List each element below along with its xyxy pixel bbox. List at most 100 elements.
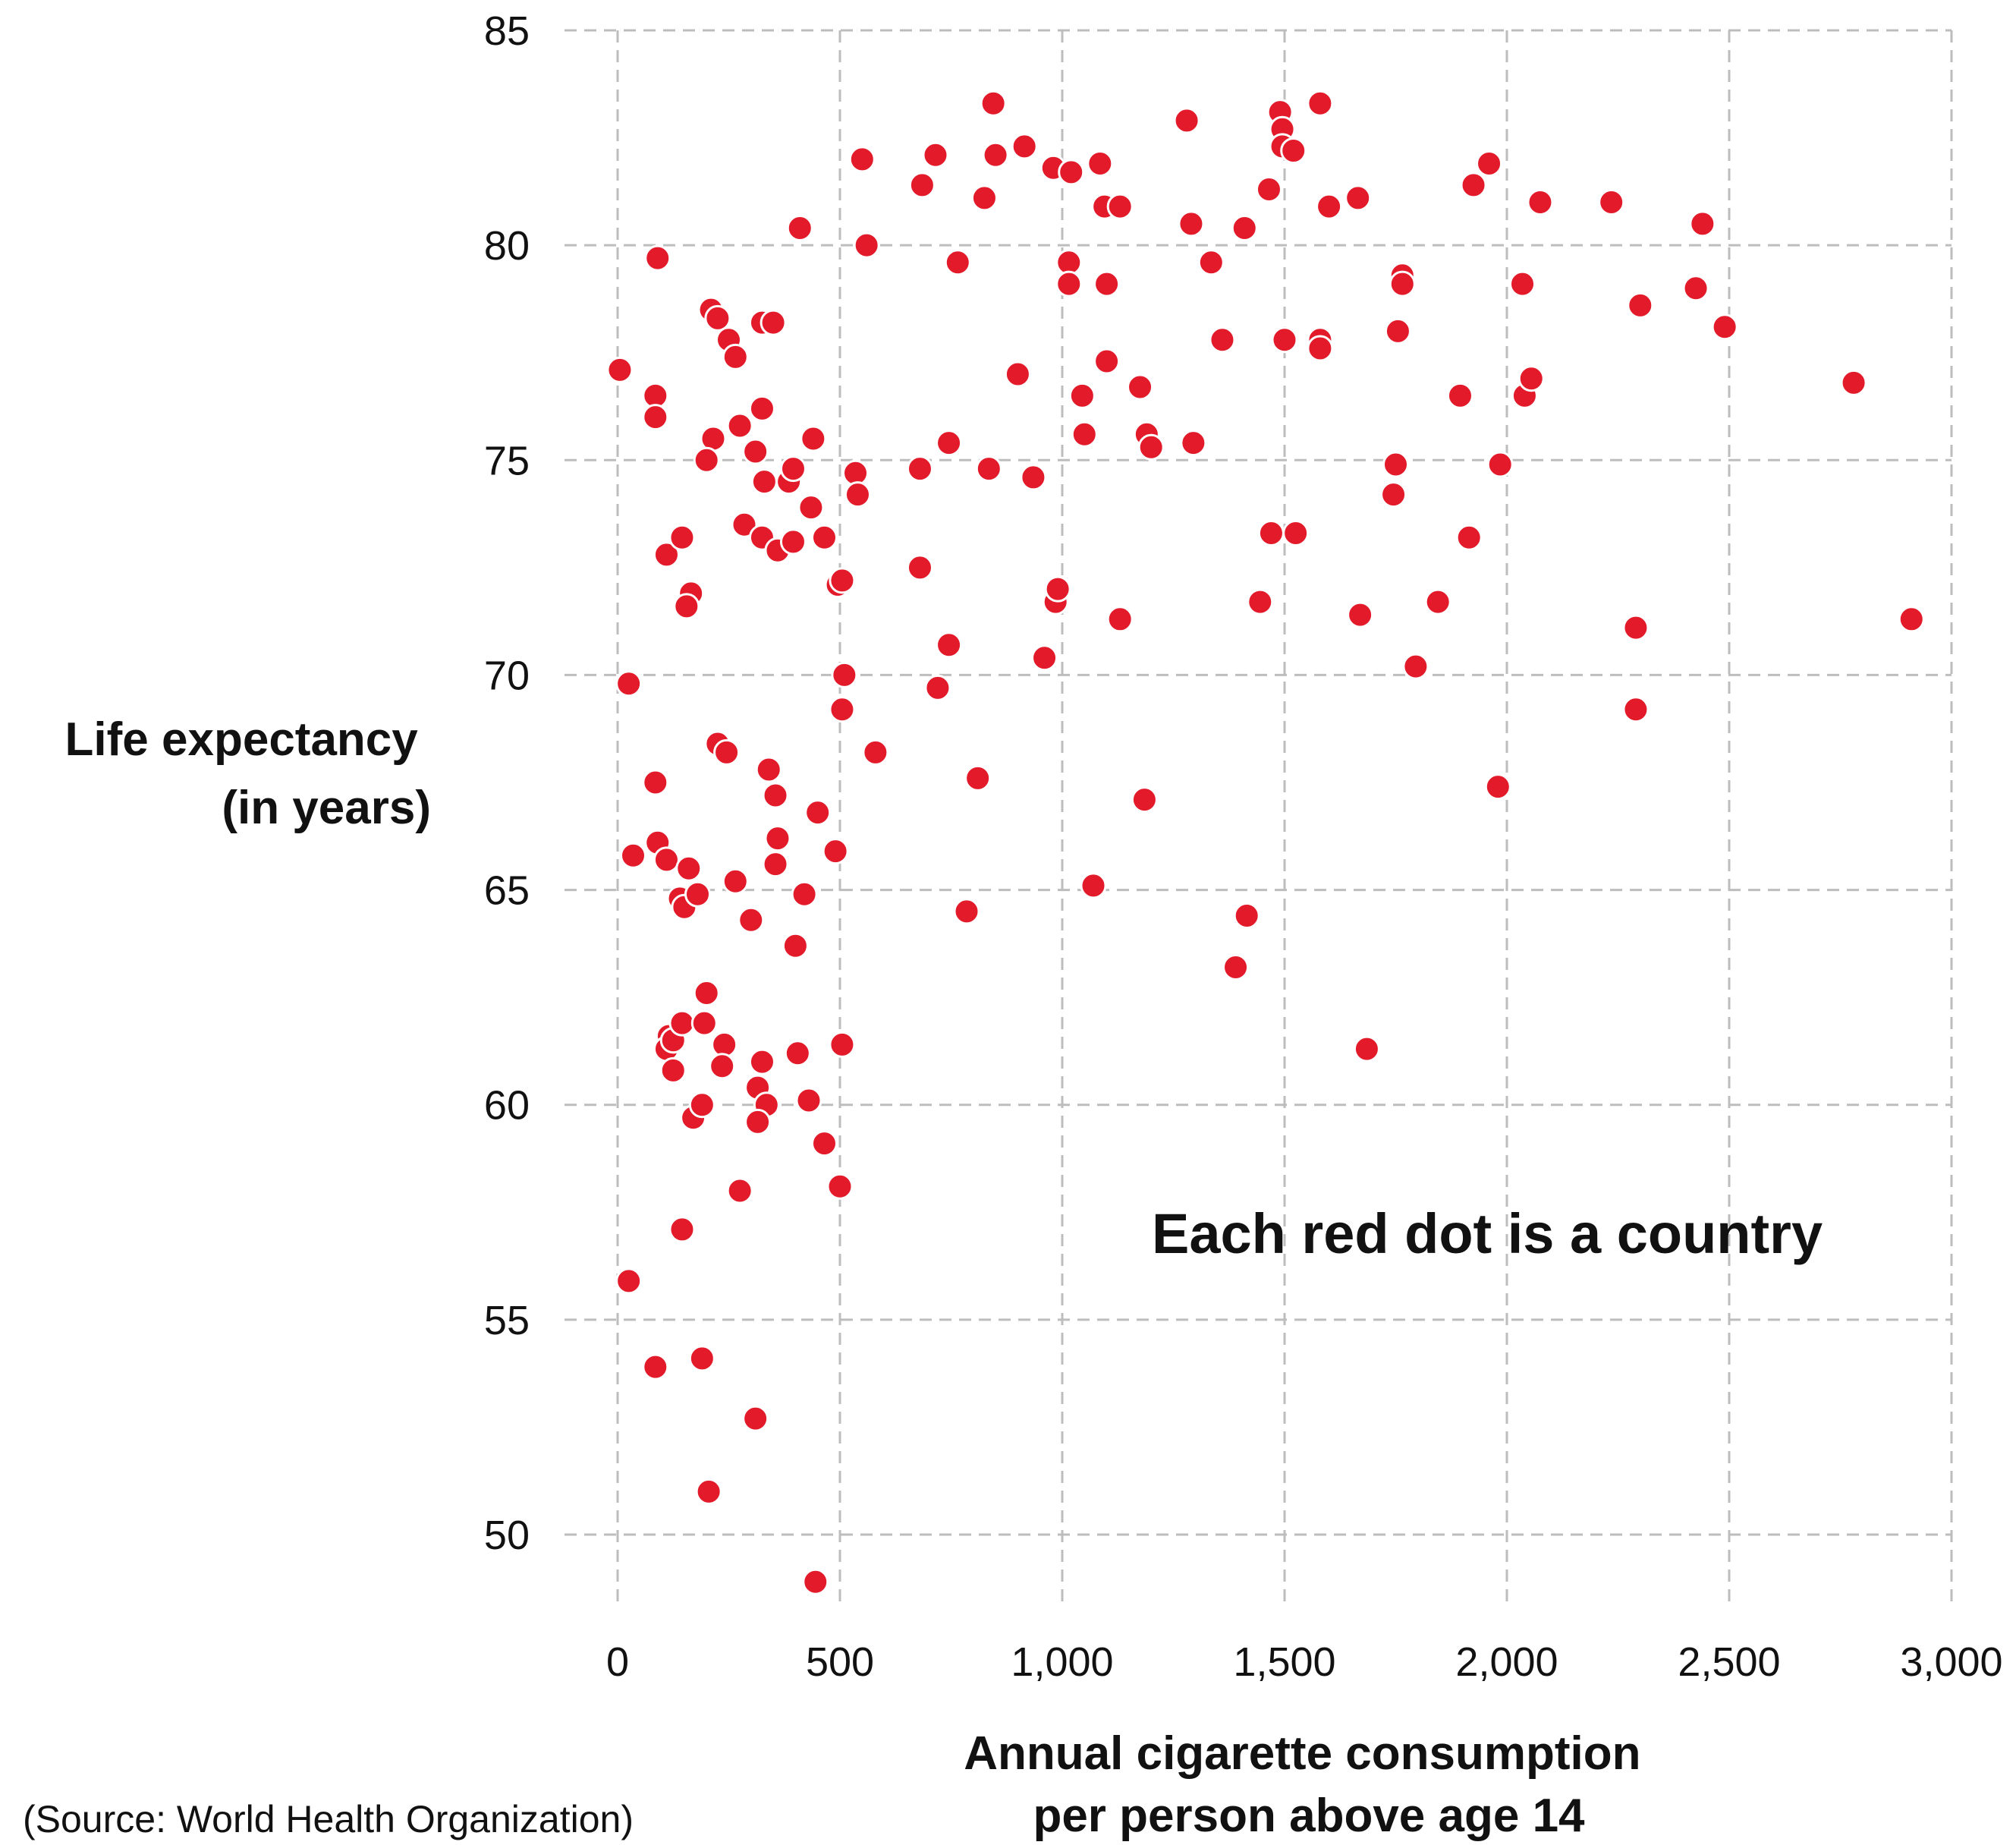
data-point [1280, 137, 1307, 165]
y-axis-ticks: 50 55 60 65 70 75 80 85 [484, 8, 530, 1558]
data-point [1271, 326, 1298, 354]
data-point [748, 395, 775, 422]
data-point [1598, 189, 1625, 216]
data-point [922, 141, 949, 168]
data-point [731, 511, 758, 538]
y-axis-title-line-2: (in years) [222, 782, 431, 834]
data-point [1484, 773, 1511, 801]
data-point [1622, 614, 1650, 641]
data-point [1455, 524, 1483, 551]
data-point [936, 430, 963, 457]
data-point [1020, 464, 1047, 491]
y-tick-label: 85 [484, 8, 530, 54]
y-tick-label: 75 [484, 438, 530, 483]
data-point [1031, 644, 1058, 672]
data-point [713, 738, 741, 766]
data-point [970, 184, 998, 212]
data-point [853, 231, 880, 259]
data-point [1689, 210, 1716, 238]
x-axis-title: Annual cigarette consumption per person … [964, 1727, 1653, 1842]
data-point [1222, 954, 1250, 981]
data-point [936, 631, 963, 659]
y-axis-title-line-1: Life expectancy [65, 713, 419, 766]
data-point [695, 1478, 722, 1505]
data-point [744, 1108, 772, 1135]
data-point [726, 412, 753, 439]
data-point [795, 1087, 822, 1114]
data-point [1898, 606, 1925, 633]
data-point [755, 756, 782, 783]
data-point [1384, 317, 1411, 345]
data-point [1711, 313, 1738, 341]
data-point [738, 906, 765, 934]
data-point [1840, 369, 1867, 396]
data-point [779, 528, 807, 556]
data-point [791, 880, 818, 908]
data-point [1178, 210, 1205, 238]
data-point [1307, 90, 1334, 117]
data-point [784, 1040, 811, 1067]
data-point [1231, 214, 1258, 241]
data-point [975, 455, 1002, 483]
y-tick-label: 80 [484, 223, 530, 269]
data-point [829, 1031, 856, 1058]
data-point [1173, 107, 1200, 134]
data-point [722, 343, 749, 370]
y-axis-title: Life expectancy (in years) [65, 713, 431, 834]
data-point [653, 846, 680, 874]
source-note: (Source: World Health Organization) [23, 1798, 634, 1840]
x-tick-label: 1,000 [1011, 1639, 1113, 1685]
x-tick-label: 1,500 [1233, 1639, 1335, 1685]
data-point [709, 1053, 736, 1080]
data-point [1389, 270, 1416, 298]
data-point [1347, 601, 1374, 628]
data-point [675, 855, 703, 882]
data-point [1345, 184, 1372, 212]
data-point [848, 146, 876, 173]
data-point [653, 541, 680, 568]
data-point [615, 1267, 643, 1295]
data-point [831, 661, 858, 688]
y-tick-label: 70 [484, 653, 530, 698]
data-point [829, 696, 856, 723]
data-point [1044, 575, 1071, 603]
data-point [906, 554, 933, 581]
data-point [642, 1353, 669, 1381]
data-point [953, 898, 980, 925]
x-tick-label: 0 [606, 1639, 629, 1685]
data-point [762, 851, 789, 878]
data-point [1307, 335, 1334, 362]
data-point [642, 404, 669, 431]
data-point [1316, 193, 1343, 220]
data-point [822, 838, 849, 865]
data-point [1382, 451, 1409, 478]
data-point [1402, 653, 1429, 680]
data-point [802, 1568, 829, 1595]
data-point [1446, 382, 1473, 409]
data-point [1476, 150, 1503, 178]
data-point [1209, 326, 1236, 354]
data-point [615, 670, 643, 697]
y-tick-label: 50 [484, 1513, 530, 1558]
data-point [982, 141, 1009, 168]
data-point [1627, 291, 1654, 319]
data-point [906, 455, 933, 483]
data-point [690, 1009, 718, 1037]
data-point [1518, 365, 1545, 392]
data-point [1424, 588, 1451, 616]
data-point [1197, 249, 1225, 276]
data-point [1255, 176, 1282, 203]
data-point [1058, 159, 1085, 186]
data-point [1353, 1035, 1380, 1063]
data-point [810, 524, 838, 551]
data-point [1106, 193, 1134, 220]
y-tick-label: 60 [484, 1083, 530, 1129]
data-point [829, 567, 856, 594]
x-axis-title-line-2: per person above age 14 [1033, 1790, 1585, 1842]
data-point [688, 1091, 716, 1119]
data-point [782, 932, 809, 959]
x-axis-title-line-1: Annual cigarette consumption [964, 1727, 1640, 1780]
data-point [804, 799, 832, 826]
data-point [620, 842, 647, 869]
data-point [1180, 430, 1207, 457]
